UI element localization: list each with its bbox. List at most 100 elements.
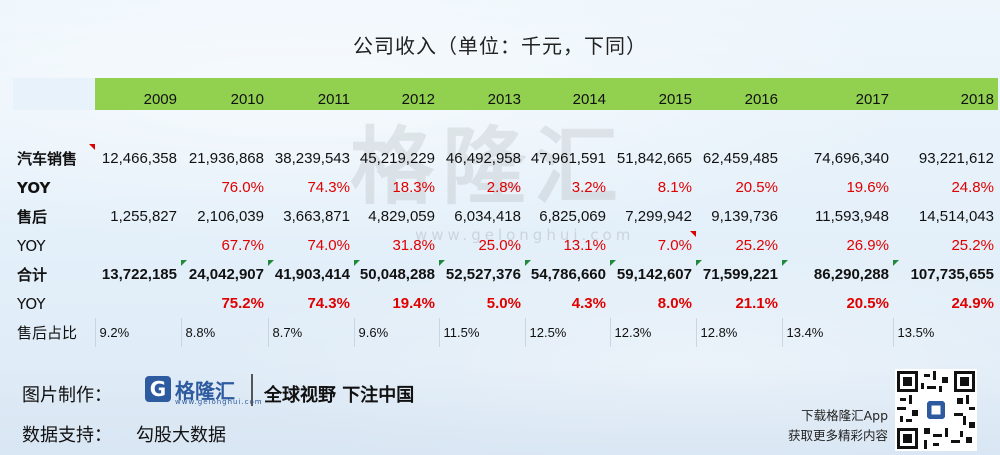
- table-cell: 21.1%: [735, 295, 778, 312]
- table-row-after-share: 售后占比 9.2% 8.8% 8.7% 9.6% 11.5% 12.5% 12.…: [13, 318, 998, 347]
- table-cell: 12.8%: [695, 318, 782, 347]
- row-label: YOY: [17, 236, 46, 255]
- table-cell: 19.6%: [846, 179, 889, 196]
- table-cell: 8.7%: [267, 318, 354, 347]
- table-cell: 50,048,288: [354, 260, 439, 289]
- logo-divider: [251, 374, 253, 406]
- table-cell: 9.2%: [94, 318, 181, 347]
- table-cell: 11.5%: [438, 318, 525, 347]
- table-cell: 4.3%: [571, 295, 606, 312]
- year-cell: 2018: [893, 78, 998, 110]
- made-by-label: 图片制作：: [22, 385, 112, 406]
- table-cell: 24.9%: [951, 295, 994, 312]
- row-label: 汽车销售: [13, 144, 95, 173]
- table-cell: 3.2%: [571, 179, 606, 196]
- table-row-auto-sales: 汽车销售 12,466,358 21,936,868 38,239,543 45…: [13, 144, 998, 173]
- year-cell: 2011: [268, 78, 354, 110]
- table-cell: 13.4%: [781, 318, 893, 347]
- table-cell: 2.8%: [486, 179, 521, 196]
- row-label: 售后占比: [17, 324, 78, 342]
- table-cell: 20.5%: [846, 295, 889, 312]
- year-cell: 2016: [696, 78, 782, 110]
- revenue-table: 2009 2010 2011 2012 2013 2014 2015 2016 …: [13, 78, 998, 347]
- table-cell: 46,492,958: [445, 150, 521, 167]
- app-download-text: 下载格隆汇App: [801, 408, 888, 423]
- spacer-row: [13, 110, 998, 144]
- header-corner: [13, 78, 95, 110]
- table-cell: 12.3%: [609, 318, 696, 347]
- table-cell: 26.9%: [846, 237, 889, 254]
- table-cell: 12.5%: [524, 318, 610, 347]
- table-cell: [95, 173, 181, 202]
- table-cell: 2,106,039: [197, 208, 264, 225]
- table-cell: 12,466,358: [101, 150, 177, 167]
- table-title: 公司收入（单位：千元，下同）: [353, 34, 647, 58]
- table-cell: 18.3%: [392, 179, 435, 196]
- table-cell: 21,936,868: [188, 150, 264, 167]
- table-cell: [95, 231, 181, 260]
- table-cell: 38,239,543: [274, 150, 350, 167]
- table-row-after-yoy: YOY 67.7% 74.0% 31.8% 25.0% 13.1% 7.0% 2…: [13, 231, 998, 260]
- row-label: 合计: [17, 266, 48, 284]
- table-cell: 45,219,229: [359, 150, 435, 167]
- logo-url: www.gelonghui.com: [175, 398, 263, 406]
- table-cell: 107,735,655: [893, 260, 998, 289]
- table-cell: 13.1%: [563, 237, 606, 254]
- table-row-total-yoy: YOY 75.2% 74.3% 19.4% 5.0% 4.3% 8.0% 21.…: [13, 289, 998, 318]
- table-cell: 9.6%: [353, 318, 439, 347]
- table-cell: 8.8%: [180, 318, 268, 347]
- slogan: 全球视野 下注中国: [264, 385, 415, 406]
- table-cell: 14,514,043: [918, 208, 994, 225]
- table-cell: 74.0%: [307, 237, 350, 254]
- table-cell: 25.2%: [951, 237, 994, 254]
- year-cell: 2013: [439, 78, 525, 110]
- table-cell: 93,221,612: [918, 150, 994, 167]
- table-cell: 25.2%: [735, 237, 778, 254]
- table-row-total: 合计 13,722,185 24,042,907 41,903,414 50,0…: [13, 260, 998, 289]
- year-cell: 2012: [354, 78, 439, 110]
- table-row-auto-yoy: YOY 76.0% 74.3% 18.3% 2.8% 3.2% 8.1% 20.…: [13, 173, 998, 202]
- table-cell: 51,842,665: [616, 150, 692, 167]
- table-cell: 4,829,059: [368, 208, 435, 225]
- year-header-row: 2009 2010 2011 2012 2013 2014 2015 2016 …: [13, 78, 998, 110]
- source-value: 勾股大数据: [136, 425, 226, 446]
- year-cell: 2010: [181, 78, 268, 110]
- table-cell: 74.3%: [307, 179, 350, 196]
- row-label: YOY: [17, 294, 46, 313]
- year-cell: 2017: [782, 78, 893, 110]
- table-cell: 13.5%: [892, 318, 998, 347]
- qr-code-icon[interactable]: [895, 369, 977, 451]
- table-cell: 1,255,827: [110, 208, 177, 225]
- table-cell: 75.2%: [221, 295, 264, 312]
- table-cell: 6,034,418: [454, 208, 521, 225]
- table-cell: 19.4%: [392, 295, 435, 312]
- table-cell: 74,696,340: [813, 150, 889, 167]
- table-cell: 59,142,607: [610, 260, 696, 289]
- table-cell: 54,786,660: [525, 260, 610, 289]
- table-cell: 9,139,736: [711, 208, 778, 225]
- table-cell: 13,722,185: [101, 266, 177, 283]
- table-cell: 24.8%: [951, 179, 994, 196]
- table-cell: 24,042,907: [181, 260, 268, 289]
- year-cell: 2009: [95, 78, 181, 110]
- table-cell: 76.0%: [221, 179, 264, 196]
- table-cell: 47,961,591: [530, 150, 606, 167]
- year-cell: 2015: [610, 78, 696, 110]
- table-cell: 62,459,485: [702, 150, 778, 167]
- gelonghui-logo-icon: G: [145, 376, 171, 402]
- table-cell: 41,903,414: [268, 260, 354, 289]
- table-cell: 3,663,871: [283, 208, 350, 225]
- source-label: 数据支持：: [22, 425, 112, 446]
- table-cell: 7.0%: [610, 231, 696, 260]
- row-label: YOY: [17, 178, 51, 197]
- row-label: 售后: [17, 208, 48, 226]
- table-cell: 11,593,948: [815, 208, 889, 225]
- table-cell: 25.0%: [478, 237, 521, 254]
- table-row-aftersales: 售后 1,255,827 2,106,039 3,663,871 4,829,0…: [13, 202, 998, 231]
- table-cell: 6,825,069: [539, 208, 606, 225]
- table-cell: 7,299,942: [625, 208, 692, 225]
- table-cell: 20.5%: [735, 179, 778, 196]
- table-cell: 8.1%: [657, 179, 692, 196]
- table-cell: 52,527,376: [439, 260, 525, 289]
- table-cell: 8.0%: [657, 295, 692, 312]
